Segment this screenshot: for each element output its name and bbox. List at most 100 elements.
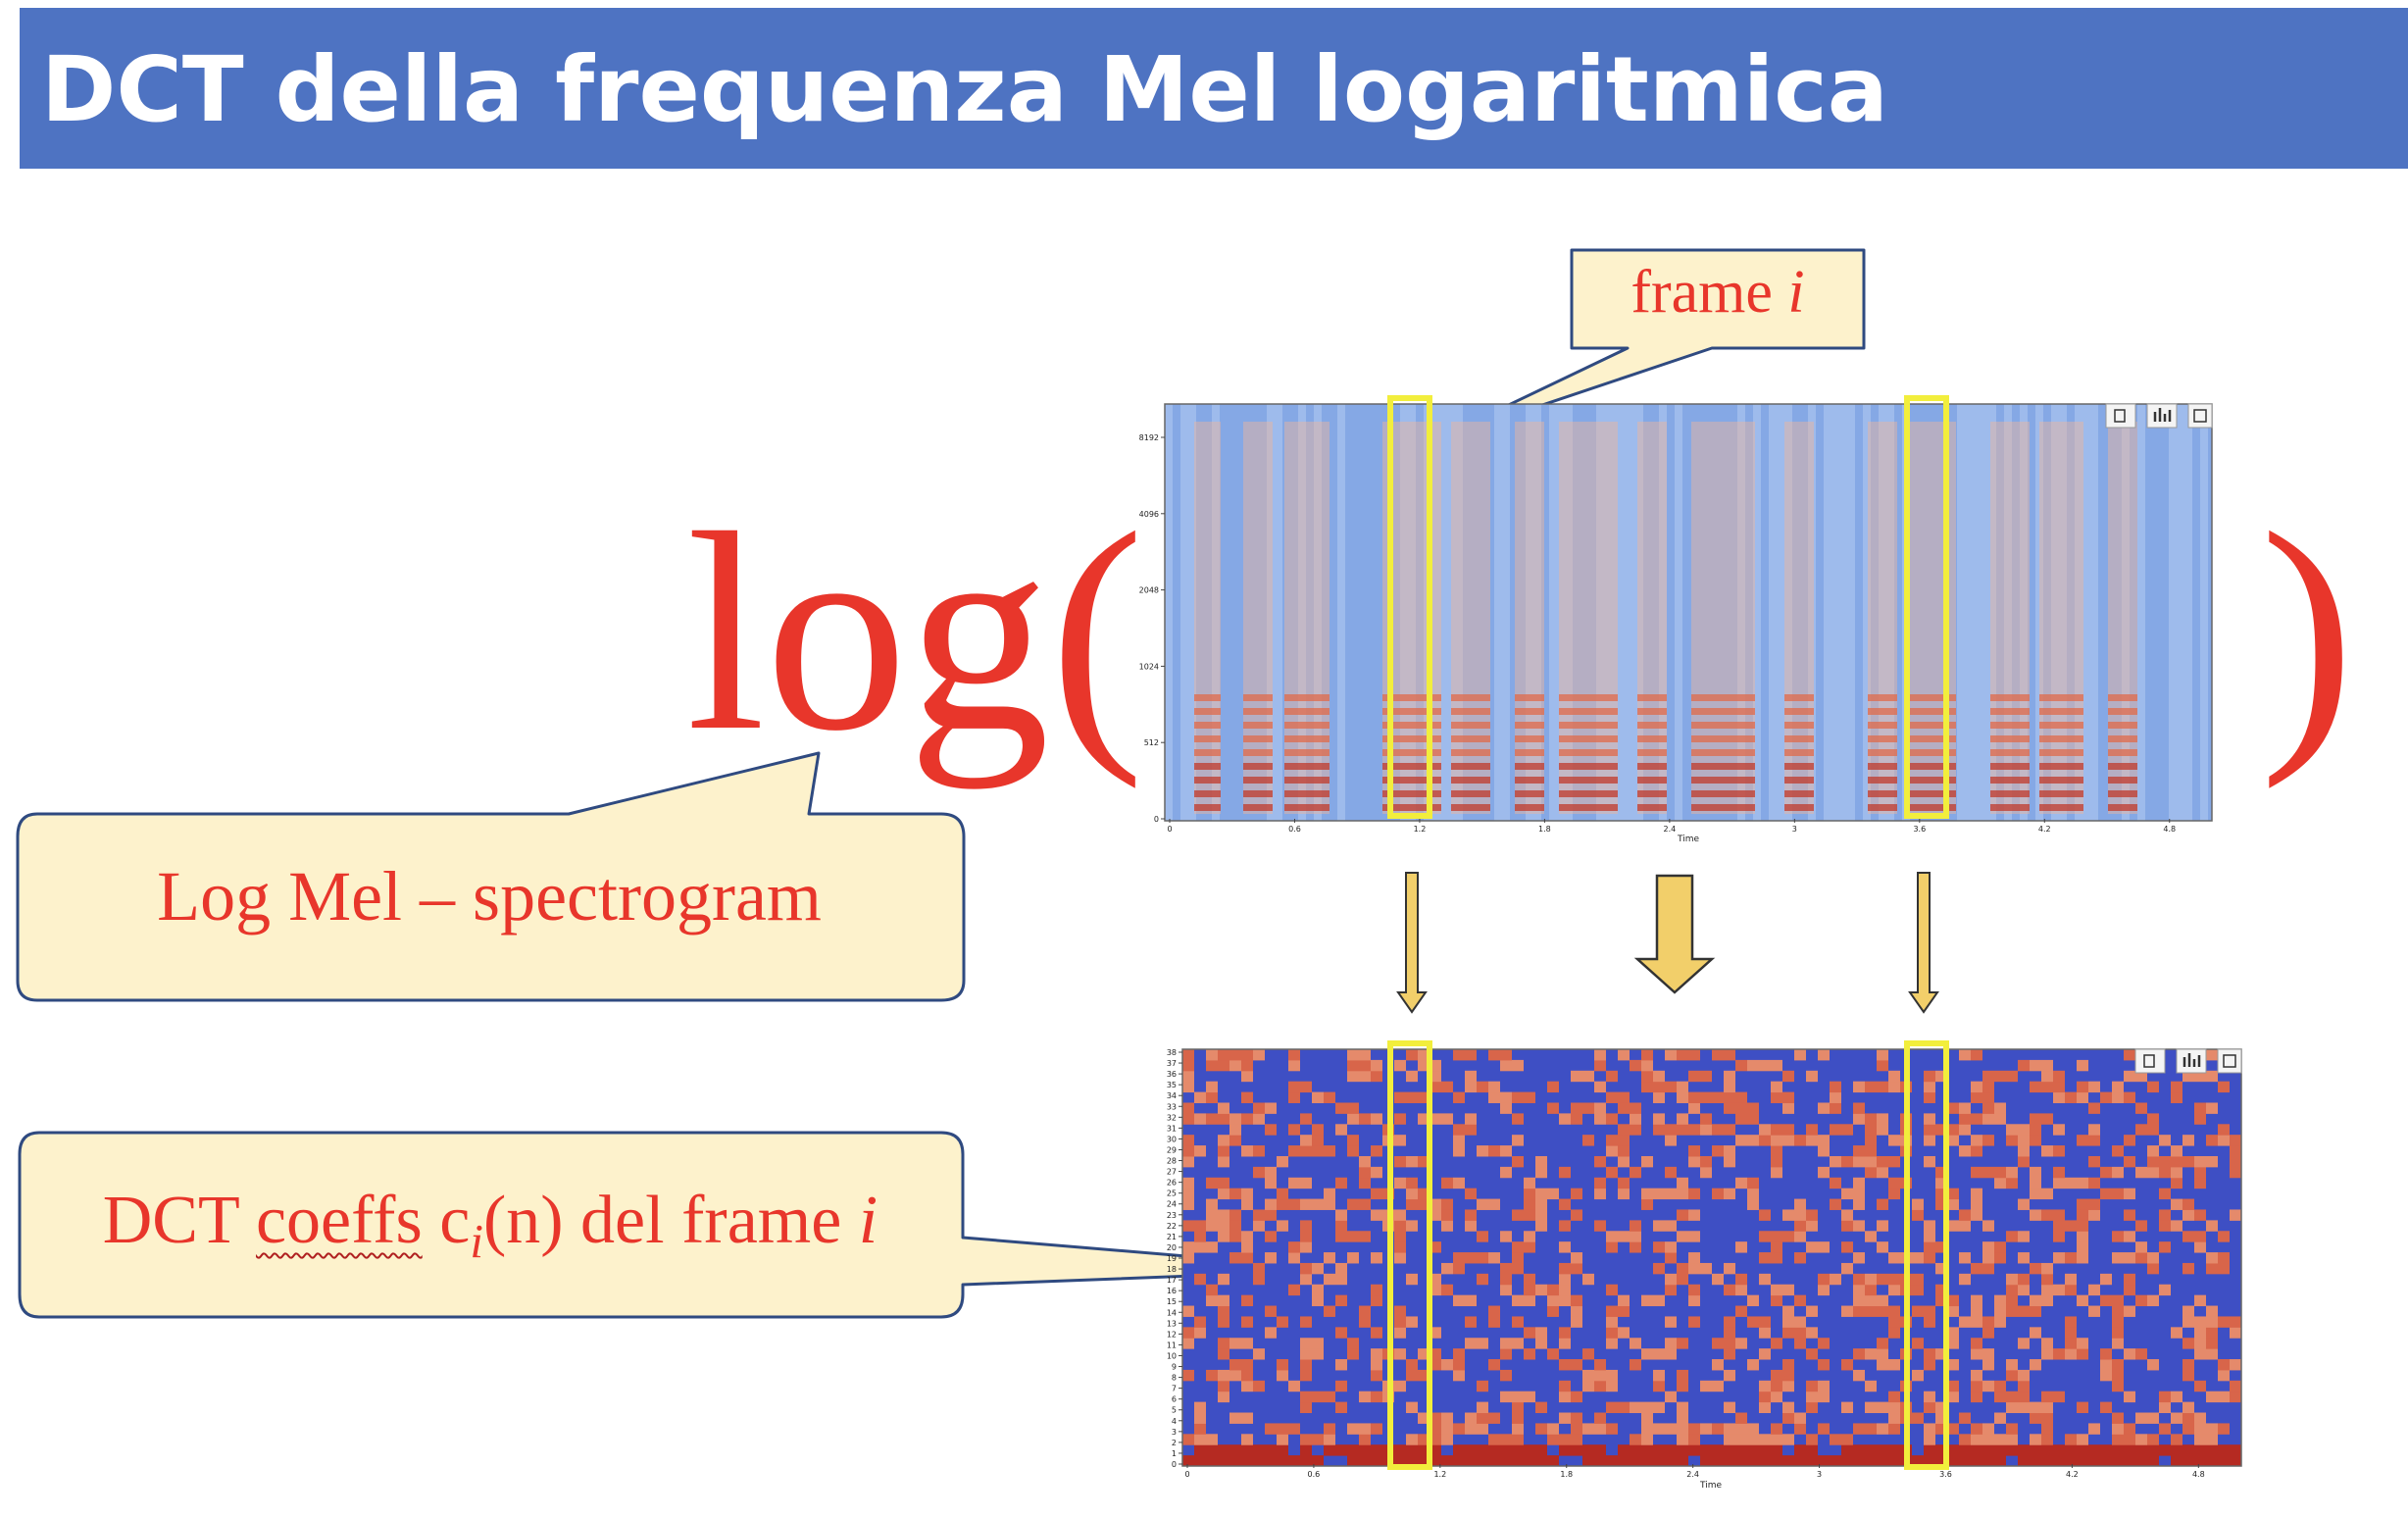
dct-label-var: i bbox=[858, 1183, 878, 1258]
mfcc-y-tick: 20 bbox=[1167, 1243, 1177, 1252]
mfcc-y-tick: 4 bbox=[1172, 1417, 1177, 1426]
save-icon[interactable] bbox=[2217, 1048, 2242, 1074]
mfcc-y-tick: 14 bbox=[1167, 1308, 1177, 1317]
mfcc-y-tick: 38 bbox=[1167, 1048, 1177, 1057]
mfcc-y-tick: 35 bbox=[1167, 1081, 1177, 1089]
mfcc-x-tick: 0 bbox=[1184, 1470, 1189, 1479]
dct-callout-label: DCT coeffs ci(n) del frame i bbox=[20, 1182, 961, 1269]
arrow-down-frame-2 bbox=[1908, 872, 1939, 1014]
frame-label-text: frame bbox=[1630, 259, 1788, 326]
slide-title: DCT della frequenza Mel logaritmica bbox=[41, 37, 1888, 142]
logmel-callout-label: Log Mel – spectrogram bbox=[157, 857, 822, 936]
log-function-text: log( bbox=[686, 475, 1145, 789]
spectrogram-toolbar bbox=[2105, 403, 2213, 429]
frame-highlight-mfcc-2 bbox=[1904, 1040, 1949, 1470]
bar-chart-icon[interactable] bbox=[2176, 1048, 2207, 1074]
frame-label-var: i bbox=[1787, 259, 1805, 326]
spectrogram-x-tick: 3 bbox=[1792, 825, 1797, 834]
title-bar: DCT della frequenza Mel logaritmica bbox=[20, 8, 2408, 169]
mfcc-x-tick: 3.6 bbox=[1939, 1470, 1952, 1479]
spectrogram-y-tick: 0 bbox=[1154, 815, 1159, 824]
mfcc-y-tick: 36 bbox=[1167, 1070, 1177, 1079]
mfcc-y-tick: 13 bbox=[1167, 1319, 1177, 1328]
mfcc-x-tick: 1.2 bbox=[1433, 1470, 1446, 1479]
mfcc-y-tick: 37 bbox=[1167, 1059, 1177, 1068]
mfcc-y-tick: 5 bbox=[1172, 1406, 1177, 1415]
copy-icon[interactable] bbox=[2105, 403, 2136, 429]
mfcc-y-tick: 16 bbox=[1167, 1287, 1177, 1295]
mfcc-y-tick: 8 bbox=[1172, 1374, 1177, 1383]
bar-chart-icon[interactable] bbox=[2146, 403, 2178, 429]
spectrogram-x-tick: 1.2 bbox=[1414, 825, 1427, 834]
mfcc-xlabel: Time bbox=[1699, 1481, 1722, 1491]
dct-label-c: c bbox=[422, 1183, 471, 1258]
spectrogram-y-tick: 1024 bbox=[1139, 662, 1159, 671]
mfcc-y-tick: 28 bbox=[1167, 1157, 1177, 1166]
mfcc-y-tick: 33 bbox=[1167, 1102, 1177, 1111]
mfcc-y-tick: 21 bbox=[1167, 1233, 1177, 1241]
mfcc-x-tick: 1.8 bbox=[1560, 1470, 1573, 1479]
dct-label-a: DCT bbox=[102, 1183, 256, 1258]
spectrogram-x-tick: 3.6 bbox=[1913, 825, 1926, 834]
dct-coefficients-plot: 3837363534333231302928272625242322212019… bbox=[1167, 1048, 2242, 1491]
spectrogram-xlabel: Time bbox=[1677, 835, 1699, 844]
mfcc-y-tick: 22 bbox=[1167, 1222, 1177, 1231]
spectrogram-y-tick: 8192 bbox=[1139, 433, 1159, 442]
frame-callout-label: frame i bbox=[1572, 258, 1864, 328]
mfcc-y-tick: 25 bbox=[1167, 1189, 1177, 1198]
dct-label-coeffs: coeffs bbox=[255, 1183, 423, 1258]
mfcc-y-tick: 24 bbox=[1167, 1200, 1177, 1209]
save-icon[interactable] bbox=[2187, 403, 2213, 429]
logmel-callout bbox=[16, 751, 966, 1002]
spectrogram-y-tick: 2048 bbox=[1139, 586, 1159, 595]
spectrogram-y-tick: 512 bbox=[1144, 738, 1159, 747]
arrow-down-frame-1 bbox=[1396, 872, 1428, 1014]
dct-callout bbox=[18, 1131, 1353, 1319]
mfcc-y-tick: 18 bbox=[1167, 1265, 1177, 1274]
mfcc-y-tick: 11 bbox=[1167, 1341, 1177, 1349]
frame-highlight-mfcc-1 bbox=[1387, 1040, 1432, 1470]
mfcc-y-tick: 9 bbox=[1172, 1363, 1177, 1372]
dct-label-sub: i bbox=[470, 1214, 483, 1268]
mfcc-toolbar bbox=[2134, 1048, 2242, 1074]
spectrogram-x-tick: 0 bbox=[1167, 825, 1172, 834]
mfcc-y-tick: 32 bbox=[1167, 1113, 1177, 1122]
mfcc-x-tick: 0.6 bbox=[1308, 1470, 1321, 1479]
mfcc-y-tick: 19 bbox=[1167, 1254, 1177, 1263]
mfcc-x-tick: 4.2 bbox=[2066, 1470, 2079, 1479]
mfcc-y-tick: 12 bbox=[1167, 1330, 1177, 1339]
copy-icon[interactable] bbox=[2134, 1048, 2166, 1074]
spectrogram-x-tick: 1.8 bbox=[1538, 825, 1551, 834]
arrow-down-center bbox=[1633, 874, 1716, 994]
spectrogram-x-tick: 4.2 bbox=[2038, 825, 2051, 834]
spectrogram-y-tick: 4096 bbox=[1139, 510, 1159, 519]
mfcc-y-tick: 29 bbox=[1167, 1145, 1177, 1154]
frame-highlight-spectrogram-2 bbox=[1904, 395, 1949, 819]
mfcc-y-tick: 23 bbox=[1167, 1211, 1177, 1220]
mfcc-x-tick: 2.4 bbox=[1686, 1470, 1699, 1479]
closing-parenthesis: ) bbox=[2260, 475, 2355, 789]
mfcc-y-tick: 30 bbox=[1167, 1135, 1177, 1143]
log-mel-spectrogram: 8192 4096 2048 1024 512 00 0.6 1.2 1.8 2.4 3 3.6 4.2… bbox=[1139, 403, 2213, 844]
mfcc-x-tick: 3 bbox=[1817, 1470, 1822, 1479]
dct-label-d: (n) del frame bbox=[482, 1183, 859, 1258]
mfcc-y-tick: 17 bbox=[1167, 1276, 1177, 1285]
mfcc-y-tick: 0 bbox=[1172, 1460, 1177, 1469]
spectrogram-x-tick: 4.8 bbox=[2163, 825, 2176, 834]
frame-callout bbox=[1427, 248, 1866, 445]
frame-highlight-spectrogram-1 bbox=[1387, 395, 1432, 819]
mfcc-y-tick: 27 bbox=[1167, 1168, 1177, 1177]
mfcc-y-tick: 3 bbox=[1172, 1428, 1177, 1437]
mfcc-y-tick: 7 bbox=[1172, 1385, 1177, 1393]
mfcc-y-tick: 31 bbox=[1167, 1124, 1177, 1133]
mfcc-y-tick: 2 bbox=[1172, 1439, 1177, 1447]
mfcc-y-tick: 6 bbox=[1172, 1395, 1177, 1404]
mfcc-y-tick: 34 bbox=[1167, 1091, 1177, 1100]
mfcc-y-tick: 15 bbox=[1167, 1297, 1177, 1306]
spectrogram-x-tick: 2.4 bbox=[1664, 825, 1677, 834]
mfcc-y-tick: 10 bbox=[1167, 1351, 1177, 1360]
mfcc-y-tick: 26 bbox=[1167, 1179, 1177, 1188]
spectrogram-x-tick: 0.6 bbox=[1288, 825, 1301, 834]
mfcc-x-tick: 4.8 bbox=[2192, 1470, 2205, 1479]
